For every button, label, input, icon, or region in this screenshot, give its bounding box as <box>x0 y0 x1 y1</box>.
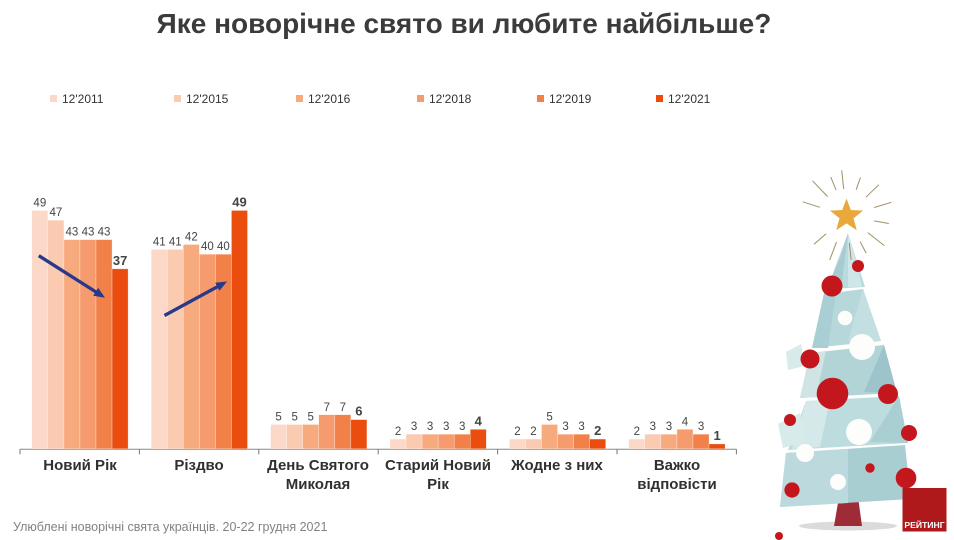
svg-text:РЕЙТИНГ: РЕЙТИНГ <box>904 519 944 530</box>
svg-text:49: 49 <box>232 194 246 209</box>
svg-text:43: 43 <box>98 227 111 239</box>
svg-text:3: 3 <box>666 421 672 433</box>
svg-text:42: 42 <box>185 232 198 244</box>
svg-text:4: 4 <box>475 413 483 428</box>
svg-text:3: 3 <box>411 421 417 433</box>
svg-text:43: 43 <box>82 227 95 239</box>
svg-text:1: 1 <box>713 428 720 443</box>
svg-text:7: 7 <box>324 402 330 414</box>
svg-text:3: 3 <box>443 421 449 433</box>
svg-text:41: 41 <box>153 236 166 248</box>
svg-text:40: 40 <box>217 241 230 253</box>
svg-text:43: 43 <box>66 227 79 239</box>
svg-text:6: 6 <box>355 404 362 419</box>
svg-text:5: 5 <box>546 411 552 423</box>
svg-text:49: 49 <box>33 197 46 209</box>
svg-text:2: 2 <box>395 426 401 438</box>
svg-text:2: 2 <box>514 426 520 438</box>
svg-text:3: 3 <box>427 421 433 433</box>
svg-text:37: 37 <box>113 253 127 268</box>
svg-text:47: 47 <box>49 207 62 219</box>
svg-text:40: 40 <box>201 241 214 253</box>
svg-text:2: 2 <box>530 426 536 438</box>
svg-text:3: 3 <box>459 421 465 433</box>
svg-text:5: 5 <box>308 411 314 423</box>
svg-text:3: 3 <box>578 421 584 433</box>
svg-text:3: 3 <box>562 421 568 433</box>
svg-text:3: 3 <box>698 421 704 433</box>
svg-text:2: 2 <box>594 423 601 438</box>
svg-text:7: 7 <box>340 402 346 414</box>
svg-text:2: 2 <box>634 426 640 438</box>
svg-text:4: 4 <box>682 416 689 428</box>
svg-text:41: 41 <box>169 236 182 248</box>
svg-text:5: 5 <box>275 411 281 423</box>
svg-text:3: 3 <box>650 421 656 433</box>
svg-text:5: 5 <box>291 411 297 423</box>
